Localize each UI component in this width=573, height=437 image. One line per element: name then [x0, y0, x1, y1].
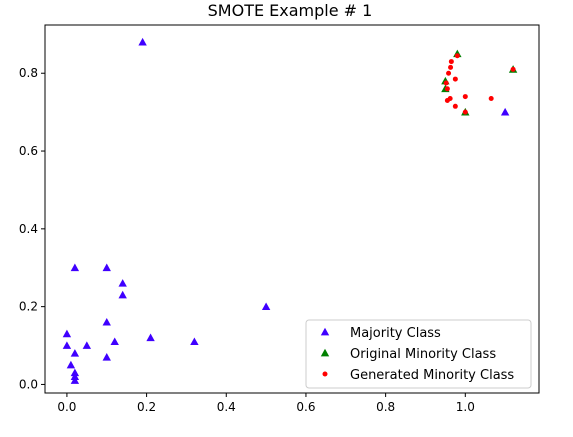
- legend-item: Generated Minority Class: [322, 368, 514, 383]
- data-point: [261, 302, 271, 311]
- axes-frame: [44, 24, 540, 394]
- data-point: [102, 318, 111, 326]
- data-point: [62, 329, 72, 338]
- data-point: [454, 53, 460, 59]
- data-point: [452, 103, 458, 109]
- y-tick-label: 0.6: [19, 144, 38, 158]
- axes: 0.0 0.2 0.4 0.6 0.8 1.0 0.0 0.2 0.4 0.6 0.8: [19, 24, 540, 414]
- data-point: [146, 333, 155, 342]
- plot-area: [62, 37, 518, 384]
- data-point: [70, 368, 80, 377]
- x-tick-label: 0.8: [376, 400, 395, 414]
- legend-marker: [322, 371, 328, 377]
- x-tick-label: 0.0: [57, 400, 76, 414]
- data-point: [70, 263, 80, 272]
- data-point: [118, 279, 127, 287]
- chart-title: SMOTE Example # 1: [208, 1, 373, 20]
- y-tick-label: 0.4: [19, 222, 38, 236]
- y-tick-label: 0.8: [19, 66, 38, 80]
- data-point: [82, 341, 92, 349]
- data-point: [500, 107, 510, 116]
- data-point: [462, 94, 468, 100]
- legend-marker: [320, 348, 330, 357]
- data-point: [446, 70, 452, 76]
- data-point: [190, 337, 199, 346]
- legend-marker: [320, 327, 330, 336]
- data-point: [70, 372, 80, 381]
- data-point: [102, 353, 111, 361]
- data-point: [444, 97, 450, 103]
- legend: Majority Class Original Minority Class Gen…: [305, 319, 532, 389]
- legend-item: Majority Class: [320, 326, 441, 341]
- data-point: [488, 96, 494, 102]
- y-tick-label: 0.2: [19, 300, 38, 314]
- legend-label: Original Minority Class: [350, 347, 496, 362]
- legend-label: Generated Minority Class: [350, 368, 514, 383]
- legend-box: [305, 319, 532, 389]
- data-point: [452, 76, 458, 82]
- data-point: [462, 109, 468, 115]
- data-point: [70, 349, 80, 357]
- data-point: [118, 290, 127, 299]
- data-point: [444, 86, 450, 92]
- x-tick-label: 1.0: [456, 400, 475, 414]
- data-point: [70, 376, 80, 384]
- data-point: [66, 360, 76, 369]
- data-point: [138, 37, 147, 46]
- legend-label: Majority Class: [350, 326, 441, 341]
- data-point: [102, 263, 111, 272]
- data-point: [62, 341, 72, 349]
- data-point: [110, 337, 119, 346]
- x-tick-label: 0.4: [217, 400, 236, 414]
- data-point: [448, 59, 454, 65]
- x-tick-label: 0.6: [296, 400, 315, 414]
- series-1: [62, 37, 510, 384]
- x-tick-label: 0.2: [137, 400, 156, 414]
- data-point: [448, 64, 454, 70]
- data-point: [510, 66, 516, 72]
- data-point: [443, 80, 449, 86]
- y-tick-label: 0.0: [19, 377, 38, 391]
- legend-item: Original Minority Class: [320, 347, 496, 362]
- series-3: [443, 53, 516, 115]
